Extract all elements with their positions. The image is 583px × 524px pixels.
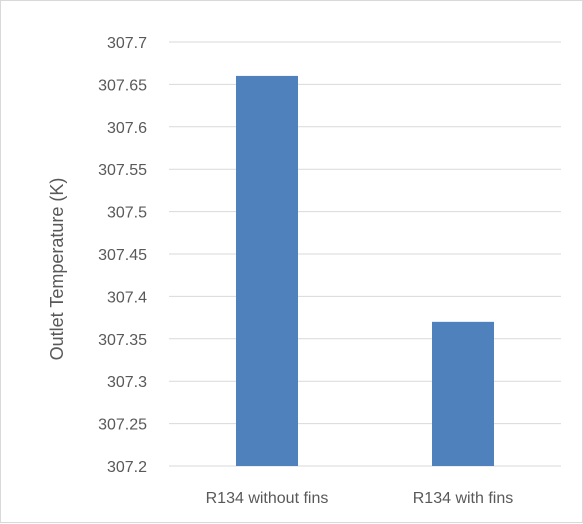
bar [432,321,494,466]
x-tick-label: R134 without fins [206,490,329,507]
y-tick-label: 307.55 [98,162,147,179]
bars [236,75,494,467]
y-tick-label: 307.25 [98,417,147,434]
y-tick-labels: 307.2 307.25 307.3 307.35 307.4 307.45 307.5 30… [98,35,147,476]
y-tick-label: 307.2 [107,459,147,476]
x-tick-label: R134 with fins [413,490,514,507]
y-tick-label: 307.65 [98,77,147,94]
y-tick-label: 307.35 [98,332,147,349]
y-tick-label: 307.45 [98,247,147,264]
x-tick-labels: R134 without fins R134 with fins [206,490,514,507]
y-tick-label: 307.3 [107,374,147,391]
y-axis-title: Outlet Temperature (K) [47,178,67,361]
gridlines [169,41,561,467]
y-tick-label: 307.7 [107,35,147,52]
y-tick-label: 307.6 [107,120,147,137]
y-tick-label: 307.4 [107,289,147,306]
bar [236,75,298,467]
y-tick-label: 307.5 [107,205,147,222]
